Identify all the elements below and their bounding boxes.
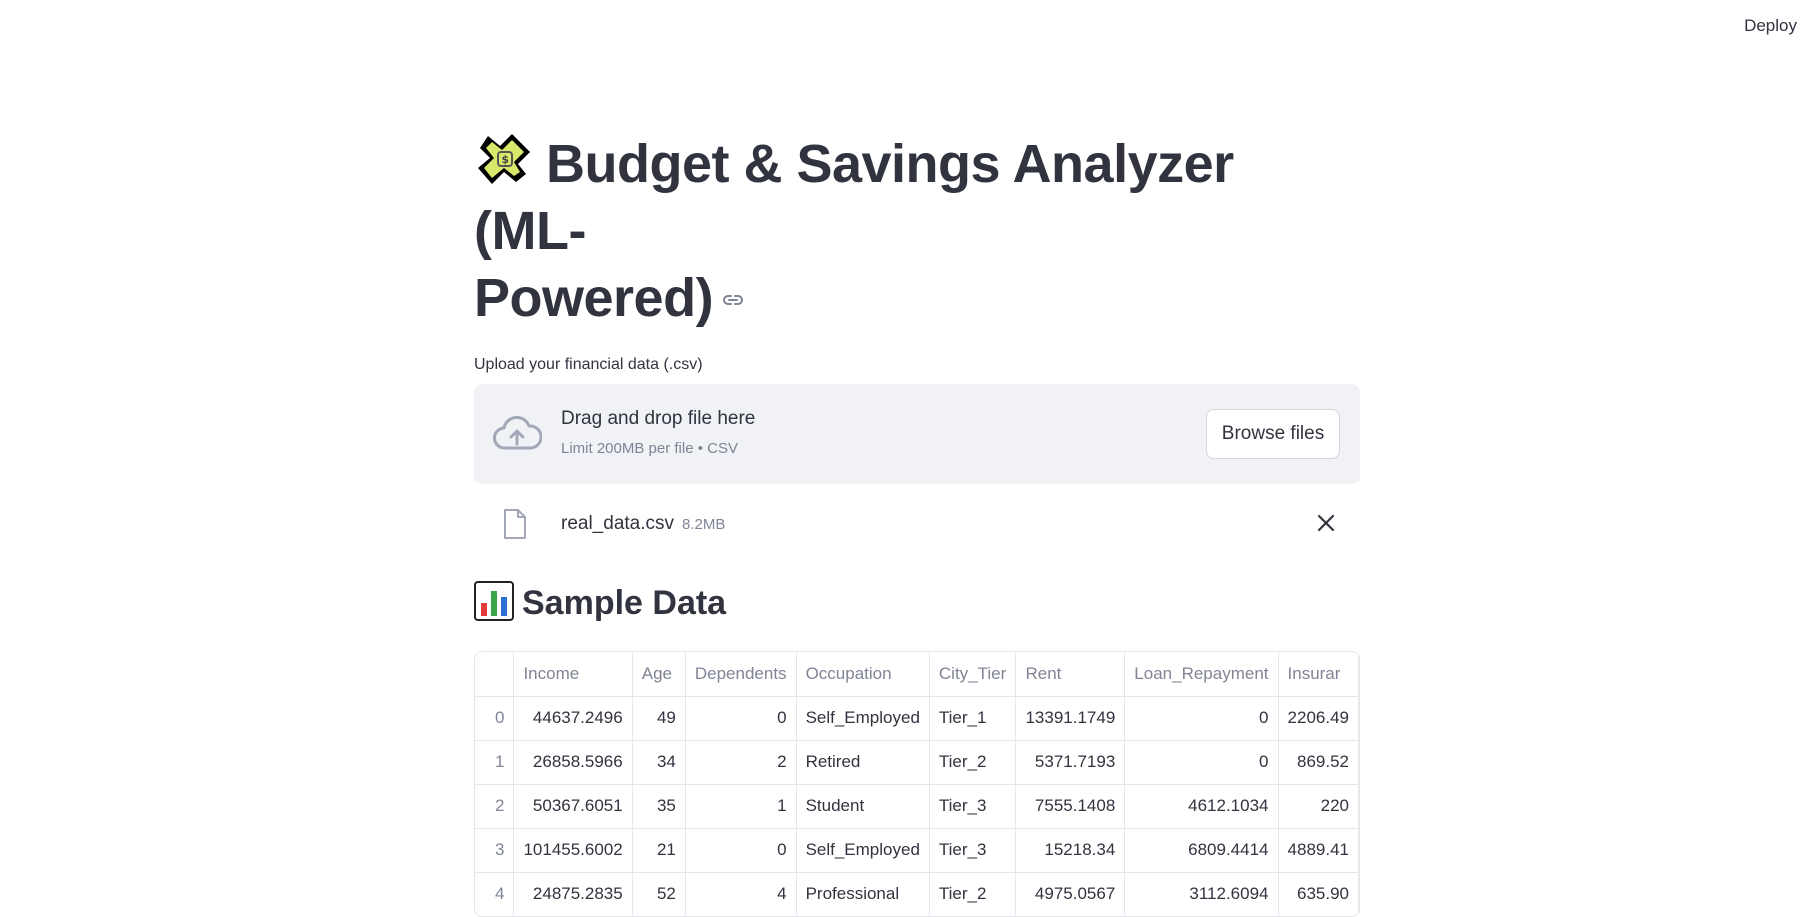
uploaded-file: real_data.csv 8.2MB <box>474 484 1360 564</box>
table-cell[interactable]: 21 <box>632 828 686 873</box>
svg-text:$: $ <box>501 153 508 166</box>
table-cell[interactable]: Tier_1 <box>929 696 1017 741</box>
table-cell[interactable]: Self_Employed <box>796 828 930 873</box>
bar-chart-icon <box>474 581 514 621</box>
file-name: real_data.csv <box>561 513 675 534</box>
file-size: 8.2MB <box>682 516 726 533</box>
table-cell[interactable]: Tier_2 <box>929 740 1017 785</box>
column-header[interactable]: Dependents <box>685 652 797 697</box>
table-cell[interactable]: 49 <box>632 696 686 741</box>
table-row: 0 44637.2496 49 0 Self_Employed Tier_1 1… <box>475 696 1359 741</box>
table-cell[interactable]: 26858.5966 <box>513 740 633 785</box>
section-title: Sample Data <box>474 578 1360 628</box>
row-index: 4 <box>475 872 515 916</box>
column-header[interactable]: Loan_Repayment <box>1124 652 1279 697</box>
table-cell[interactable]: 0 <box>1124 696 1279 741</box>
table-cell[interactable]: 4612.1034 <box>1124 784 1279 829</box>
table-cell[interactable]: 0 <box>685 828 797 873</box>
table-cell[interactable]: 4889.41 <box>1278 828 1359 873</box>
link-icon[interactable] <box>721 288 745 312</box>
upload-label: Upload your financial data (.csv) <box>474 356 703 373</box>
data-table[interactable]: Income Age Dependents Occupation City_Ti… <box>474 651 1360 917</box>
title-line-2: Powered) <box>474 268 714 328</box>
table-cell[interactable]: 6809.4414 <box>1124 828 1279 873</box>
table-cell[interactable]: 635.90 <box>1278 872 1359 916</box>
row-index: 0 <box>475 696 515 741</box>
table-cell[interactable]: 3112.6094 <box>1124 872 1279 916</box>
table-cell[interactable]: 7555.1408 <box>1015 784 1126 829</box>
dropzone-limit: Limit 200MB per file • CSV <box>561 440 738 457</box>
table-cell[interactable]: 1 <box>685 784 797 829</box>
cloud-upload-icon <box>493 415 542 450</box>
deploy-button[interactable]: Deploy <box>1744 16 1797 35</box>
column-header[interactable]: Age <box>632 652 686 697</box>
table-cell[interactable]: 34 <box>632 740 686 785</box>
table-cell[interactable]: 220 <box>1278 784 1359 829</box>
table-cell[interactable]: 0 <box>1124 740 1279 785</box>
table-cell[interactable]: Tier_3 <box>929 784 1017 829</box>
row-index: 1 <box>475 740 515 785</box>
table-cell[interactable]: 13391.1749 <box>1015 696 1126 741</box>
browse-files-button[interactable]: Browse files <box>1206 409 1340 459</box>
column-header[interactable]: Rent <box>1015 652 1126 697</box>
table-cell[interactable]: Retired <box>796 740 930 785</box>
table-cell[interactable]: 15218.34 <box>1015 828 1126 873</box>
table-header-row: Income Age Dependents Occupation City_Ti… <box>475 652 1359 697</box>
table-cell[interactable]: 50367.6051 <box>513 784 633 829</box>
table-cell[interactable]: 52 <box>632 872 686 916</box>
file-dropzone[interactable]: Drag and drop file here Limit 200MB per … <box>474 384 1360 484</box>
table-row: 4 24875.2835 52 4 Professional Tier_2 49… <box>475 872 1359 916</box>
table-cell[interactable]: Tier_2 <box>929 872 1017 916</box>
table-cell[interactable]: 2 <box>685 740 797 785</box>
title-line-1: Budget & Savings Analyzer (ML- <box>474 134 1234 261</box>
table-cell[interactable]: Self_Employed <box>796 696 930 741</box>
table-cell[interactable]: 5371.7193 <box>1015 740 1126 785</box>
column-header[interactable]: City_Tier <box>929 652 1017 697</box>
column-header[interactable]: Income <box>513 652 633 697</box>
table-cell[interactable]: 101455.6002 <box>513 828 633 873</box>
table-cell[interactable]: 4975.0567 <box>1015 872 1126 916</box>
table-cell[interactable]: 35 <box>632 784 686 829</box>
row-index: 2 <box>475 784 515 829</box>
table-cell[interactable]: 4 <box>685 872 797 916</box>
table-cell[interactable]: 44637.2496 <box>513 696 633 741</box>
dropzone-title: Drag and drop file here <box>561 408 756 429</box>
table-row: 2 50367.6051 35 1 Student Tier_3 7555.14… <box>475 784 1359 829</box>
column-header[interactable] <box>475 652 515 697</box>
table-row: 1 26858.5966 34 2 Retired Tier_2 5371.71… <box>475 740 1359 785</box>
table-cell[interactable]: 2206.49 <box>1278 696 1359 741</box>
table-row: 3 101455.6002 21 0 Self_Employed Tier_3 … <box>475 828 1359 873</box>
table-cell[interactable]: 869.52 <box>1278 740 1359 785</box>
table-cell[interactable]: 0 <box>685 696 797 741</box>
table-cell[interactable]: Student <box>796 784 930 829</box>
column-header[interactable]: Occupation <box>796 652 930 697</box>
table-cell[interactable]: Professional <box>796 872 930 916</box>
main-content: $ Budget & Savings Analyzer (ML- Powered… <box>474 128 1360 917</box>
page-title: $ Budget & Savings Analyzer (ML- Powered… <box>474 128 1360 332</box>
row-index: 3 <box>475 828 515 873</box>
table-cell[interactable]: Tier_3 <box>929 828 1017 873</box>
column-header[interactable]: Insurar <box>1278 652 1359 697</box>
money-with-wings-icon: $ <box>478 134 530 184</box>
section-title-text: Sample Data <box>522 584 727 622</box>
close-icon[interactable] <box>1316 513 1336 533</box>
file-icon <box>504 509 526 539</box>
table-cell[interactable]: 24875.2835 <box>513 872 633 916</box>
